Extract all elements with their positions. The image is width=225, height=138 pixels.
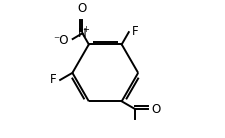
Text: O: O bbox=[151, 103, 160, 116]
Text: F: F bbox=[131, 25, 138, 38]
Text: F: F bbox=[50, 73, 57, 86]
Text: N: N bbox=[78, 27, 86, 40]
Text: ⁻O: ⁻O bbox=[53, 34, 69, 47]
Text: +: + bbox=[82, 25, 89, 34]
Text: O: O bbox=[77, 2, 87, 15]
